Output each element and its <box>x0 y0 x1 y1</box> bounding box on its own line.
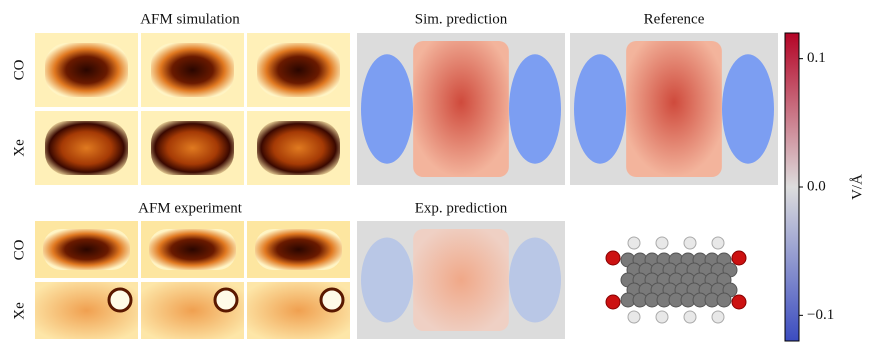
oxygen-atom <box>605 294 621 310</box>
map-red <box>626 41 722 177</box>
map-blue <box>361 54 413 164</box>
adsorbate <box>213 287 239 313</box>
oxygen-atom <box>731 294 747 310</box>
afm-molecule <box>255 229 342 270</box>
panel-title: Exp. prediction <box>415 200 508 216</box>
panel-title: AFM simulation <box>140 11 240 27</box>
map-blue <box>509 237 561 323</box>
hydrogen-atom <box>683 310 697 324</box>
hydrogen-atom <box>683 236 697 250</box>
panel-title: Reference <box>644 11 705 27</box>
oxygen-atom <box>731 250 747 266</box>
hydrogen-atom <box>655 236 669 250</box>
map-blue <box>574 54 626 164</box>
afm-molecule <box>257 121 340 175</box>
adsorbate <box>319 287 345 313</box>
map-blue <box>509 54 561 164</box>
y-tick-label: 0.0 <box>807 178 826 194</box>
hydrogen-atom <box>627 236 641 250</box>
row-label: CO <box>11 59 27 80</box>
afm-molecule <box>45 43 128 97</box>
map-red <box>413 229 509 331</box>
afm-molecule <box>45 121 128 175</box>
panel-title: AFM experiment <box>138 200 243 216</box>
map-blue <box>722 54 774 164</box>
afm-molecule <box>43 229 130 270</box>
panel-title: Sim. prediction <box>415 11 508 27</box>
map-blue <box>361 237 413 323</box>
hydrogen-atom <box>711 236 725 250</box>
afm-molecule <box>149 229 236 270</box>
oxygen-atom <box>605 250 621 266</box>
y-tick-label: −0.1 <box>807 307 834 323</box>
image-panels <box>35 33 778 339</box>
afm-molecule <box>257 43 340 97</box>
afm-molecule <box>151 121 234 175</box>
row-label: CO <box>11 239 27 260</box>
adsorbate <box>107 287 133 313</box>
hydrogen-atom <box>655 310 669 324</box>
row-label: Xe <box>11 139 27 157</box>
colorbar-label: V/Å <box>849 174 865 200</box>
row-label: Xe <box>11 302 27 320</box>
hydrogen-atom <box>711 310 725 324</box>
map-red <box>413 41 509 177</box>
carbon-atom <box>716 292 732 308</box>
afm-molecule <box>151 43 234 97</box>
y-tick-label: 0.1 <box>807 50 826 66</box>
hydrogen-atom <box>627 310 641 324</box>
colorbar <box>784 32 800 342</box>
